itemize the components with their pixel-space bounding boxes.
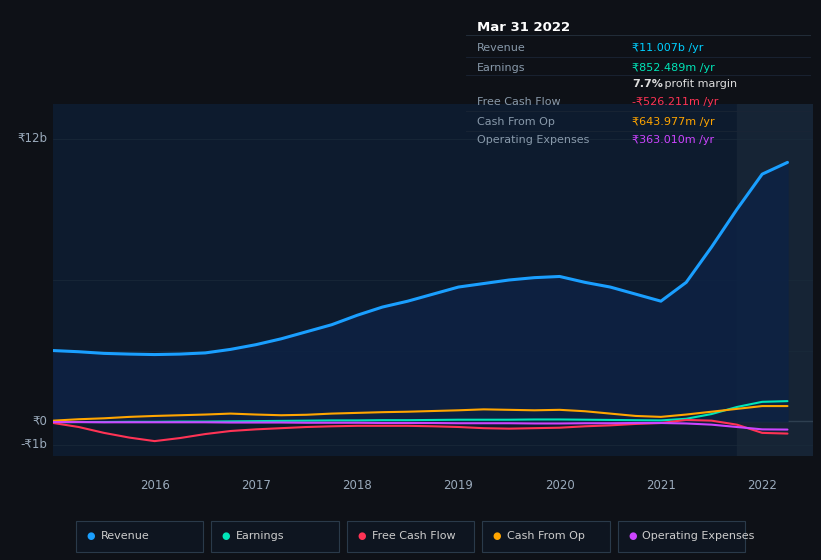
Text: 2022: 2022 [747, 479, 777, 492]
Text: ₹12b: ₹12b [17, 132, 48, 146]
Text: Revenue: Revenue [100, 531, 149, 541]
Text: ●: ● [222, 531, 231, 541]
Text: Cash From Op: Cash From Op [507, 531, 585, 541]
Text: ●: ● [628, 531, 637, 541]
Text: 2020: 2020 [545, 479, 575, 492]
Text: Earnings: Earnings [236, 531, 285, 541]
Text: 2021: 2021 [646, 479, 676, 492]
Bar [736, 104, 813, 456]
Text: 2016: 2016 [140, 479, 170, 492]
Text: Operating Expenses: Operating Expenses [643, 531, 754, 541]
Text: ●: ● [357, 531, 366, 541]
Text: -₹1b: -₹1b [21, 438, 48, 451]
Text: Cash From Op: Cash From Op [477, 117, 554, 127]
Text: ●: ● [86, 531, 95, 541]
Text: ₹852.489m /yr: ₹852.489m /yr [632, 63, 714, 73]
Text: ₹643.977m /yr: ₹643.977m /yr [632, 117, 714, 127]
Text: profit margin: profit margin [661, 80, 737, 90]
Text: Free Cash Flow: Free Cash Flow [372, 531, 455, 541]
Text: ●: ● [493, 531, 502, 541]
Text: -₹526.211m /yr: -₹526.211m /yr [632, 97, 718, 108]
Text: Mar 31 2022: Mar 31 2022 [477, 21, 570, 34]
Text: ₹11.007b /yr: ₹11.007b /yr [632, 43, 704, 53]
Text: 2018: 2018 [342, 479, 372, 492]
Text: 2017: 2017 [241, 479, 271, 492]
Text: 2019: 2019 [443, 479, 474, 492]
Text: ₹0: ₹0 [32, 414, 48, 428]
Text: ₹363.010m /yr: ₹363.010m /yr [632, 135, 714, 145]
Text: Free Cash Flow: Free Cash Flow [477, 97, 560, 108]
Text: Earnings: Earnings [477, 63, 525, 73]
Text: Operating Expenses: Operating Expenses [477, 135, 589, 145]
Text: Revenue: Revenue [477, 43, 525, 53]
Text: 7.7%: 7.7% [632, 80, 663, 90]
